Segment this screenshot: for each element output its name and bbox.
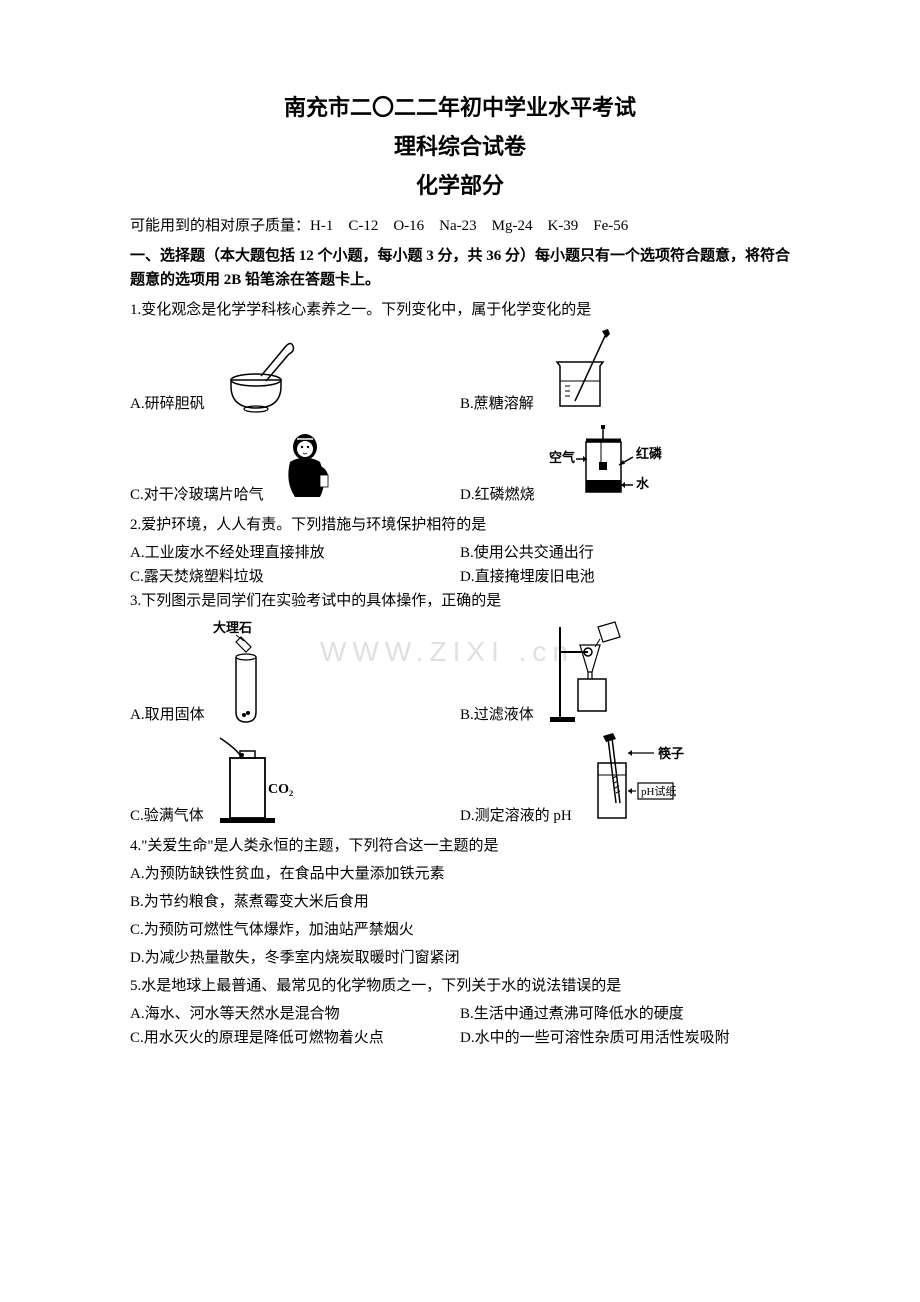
- q4-text: 4."关爱生命"是人类永恒的主题，下列符合这一主题的是: [130, 834, 790, 858]
- phosphorus-label: 红磷: [636, 446, 663, 461]
- q1-opt-d-label: D.红磷燃烧: [460, 483, 535, 507]
- filter-setup-icon: [540, 617, 640, 727]
- ph-test-icon: 筷子 pH试纸: [578, 733, 718, 828]
- q1-opt-a-label: A.研碎胆矾: [130, 392, 205, 416]
- co2-label: CO₂: [268, 782, 293, 797]
- title-sub2: 化学部分: [130, 168, 790, 203]
- chopstick-label: 筷子: [658, 746, 684, 761]
- q2-opt-c: C.露天焚烧塑料垃圾: [130, 565, 460, 589]
- ph-paper-label: pH试纸: [641, 785, 676, 798]
- q3-opt-d-label: D.测定溶液的 pH: [460, 804, 572, 828]
- q4-opt-a: A.为预防缺铁性贫血，在食品中大量添加铁元素: [130, 862, 790, 886]
- q5-row-ab: A.海水、河水等天然水是混合物 B.生活中通过煮沸可降低水的硬度: [130, 1002, 790, 1026]
- q2-row-cd: C.露天焚烧塑料垃圾 D.直接掩埋废旧电池: [130, 565, 790, 589]
- q3-row-cd: C.验满气体 CO₂ D.测定溶液的 pH: [130, 733, 790, 828]
- q2-text: 2.爱护环境，人人有责。下列措施与环境保护相符的是: [130, 513, 790, 537]
- q2-opt-d: D.直接掩埋废旧电池: [460, 565, 790, 589]
- q2-opt-a: A.工业废水不经处理直接排放: [130, 541, 460, 565]
- q2-row-ab: A.工业废水不经处理直接排放 B.使用公共交通出行: [130, 541, 790, 565]
- q1-text: 1.变化观念是化学学科核心素养之一。下列变化中，属于化学变化的是: [130, 298, 790, 322]
- water-label: 水: [636, 476, 650, 491]
- title-main: 南充市二〇二二年初中学业水平考试: [130, 90, 790, 125]
- air-label: 空气: [549, 450, 575, 465]
- beaker-stir-icon: [540, 326, 620, 416]
- q5-opt-d: D.水中的一些可溶性杂质可用活性炭吸附: [460, 1026, 790, 1050]
- gas-full-check-icon: CO₂: [210, 733, 310, 828]
- q1-row-ab: A.研碎胆矾 B.蔗糖溶解: [130, 326, 790, 416]
- q4-opt-b: B.为节约粮食，蒸煮霉变大米后食用: [130, 890, 790, 914]
- marble-label: 大理石: [213, 620, 252, 635]
- q4-opt-d: D.为减少热量散失，冬季室内烧炭取暖时门窗紧闭: [130, 946, 790, 970]
- atomic-mass-info: 可能用到的相对原子质量：H-1 C-12 O-16 Na-23 Mg-24 K-…: [130, 214, 790, 238]
- q5-opt-a: A.海水、河水等天然水是混合物: [130, 1002, 460, 1026]
- q1-opt-b-label: B.蔗糖溶解: [460, 392, 534, 416]
- q5-opt-b: B.生活中通过煮沸可降低水的硬度: [460, 1002, 790, 1026]
- q5-opt-c: C.用水灭火的原理是降低可燃物着火点: [130, 1026, 460, 1050]
- q1-row-cd: C.对干冷玻璃片哈气 D.红磷燃烧: [130, 422, 790, 507]
- mortar-pestle-icon: [211, 336, 301, 416]
- q5-text: 5.水是地球上最普通、最常见的化学物质之一，下列关于水的说法错误的是: [130, 974, 790, 998]
- title-sub1: 理科综合试卷: [130, 129, 790, 164]
- q1-opt-c-label: C.对干冷玻璃片哈气: [130, 483, 264, 507]
- q2-opt-b: B.使用公共交通出行: [460, 541, 790, 565]
- phosphorus-burn-icon: 空气 红磷 水: [541, 422, 681, 507]
- person-breathing-icon: [270, 427, 350, 507]
- q5-row-cd: C.用水灭火的原理是降低可燃物着火点 D.水中的一些可溶性杂质可用活性炭吸附: [130, 1026, 790, 1050]
- q4-opt-c: C.为预防可燃性气体爆炸，加油站严禁烟火: [130, 918, 790, 942]
- section-1-title: 一、选择题（本大题包括 12 个小题，每小题 3 分，共 36 分）每小题只有一…: [130, 244, 790, 292]
- q3-opt-c-label: C.验满气体: [130, 804, 204, 828]
- q3-opt-b-label: B.过滤液体: [460, 703, 534, 727]
- test-tube-solid-icon: 大理石: [211, 617, 301, 727]
- q3-text: 3.下列图示是同学们在实验考试中的具体操作，正确的是: [130, 589, 790, 613]
- q3-opt-a-label: A.取用固体: [130, 703, 205, 727]
- q3-row-ab: A.取用固体 大理石 B.过滤液体: [130, 617, 790, 727]
